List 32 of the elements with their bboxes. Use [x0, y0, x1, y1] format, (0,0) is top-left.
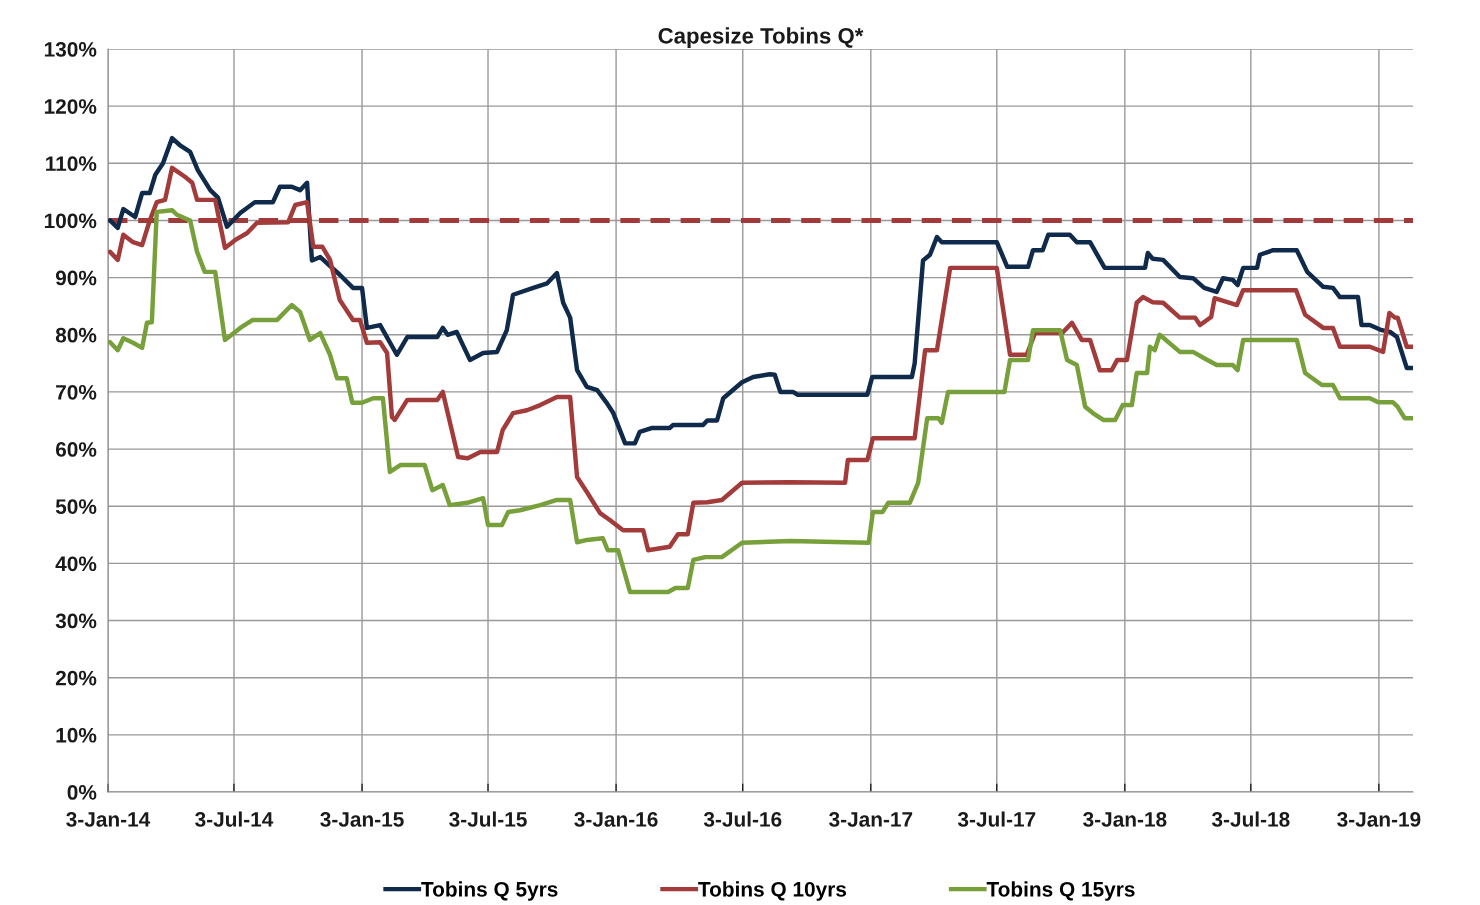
y-tick-label: 20% — [55, 670, 97, 686]
x-tick-label: 3-Jul-18 — [1211, 811, 1290, 827]
line-series — [108, 207, 1413, 595]
y-tick-label: 30% — [55, 613, 97, 629]
y-tick-label: 100% — [44, 213, 97, 229]
x-tick-label: 3-Jan-16 — [574, 811, 658, 827]
chart-title: Capesize Tobins Q* — [658, 27, 864, 49]
y-tick-label: 40% — [55, 556, 97, 572]
y-tick-label: 110% — [46, 156, 97, 172]
x-tick-label: 3-Jul-14 — [195, 811, 274, 827]
legend-label: Tobins Q 15yrs — [986, 881, 1135, 901]
y-tick-label: 70% — [56, 384, 97, 400]
y-tick-label: 90% — [55, 270, 97, 286]
y-tick-label: 0% — [67, 785, 97, 800]
x-tick-label: 3-Jul-15 — [449, 811, 527, 827]
x-tick-label: 3-Jan-18 — [1083, 811, 1167, 827]
x-tick-label: 3-Jan-14 — [66, 811, 151, 827]
y-tick-label: 130% — [44, 42, 97, 57]
y-tick-label: 120% — [44, 99, 97, 114]
legend-label: Tobins Q 5yrs — [421, 881, 558, 901]
y-tick-label: 50% — [55, 499, 97, 514]
line-series — [108, 165, 1413, 553]
x-tick-label: 3-Jan-17 — [829, 811, 913, 827]
y-tick-label: 80% — [55, 327, 97, 343]
x-tick-label: 3-Jul-16 — [703, 811, 782, 827]
y-tick-label: 60% — [55, 442, 97, 457]
x-tick-label: 3-Jul-17 — [957, 811, 1036, 827]
x-tick-label: 3-Jan-15 — [320, 811, 404, 827]
x-tick-label: 3-Jan-19 — [1337, 811, 1421, 827]
line-series — [108, 135, 1413, 446]
y-tick-label: 10% — [56, 727, 97, 743]
legend-label: Tobins Q 10yrs — [698, 881, 847, 901]
